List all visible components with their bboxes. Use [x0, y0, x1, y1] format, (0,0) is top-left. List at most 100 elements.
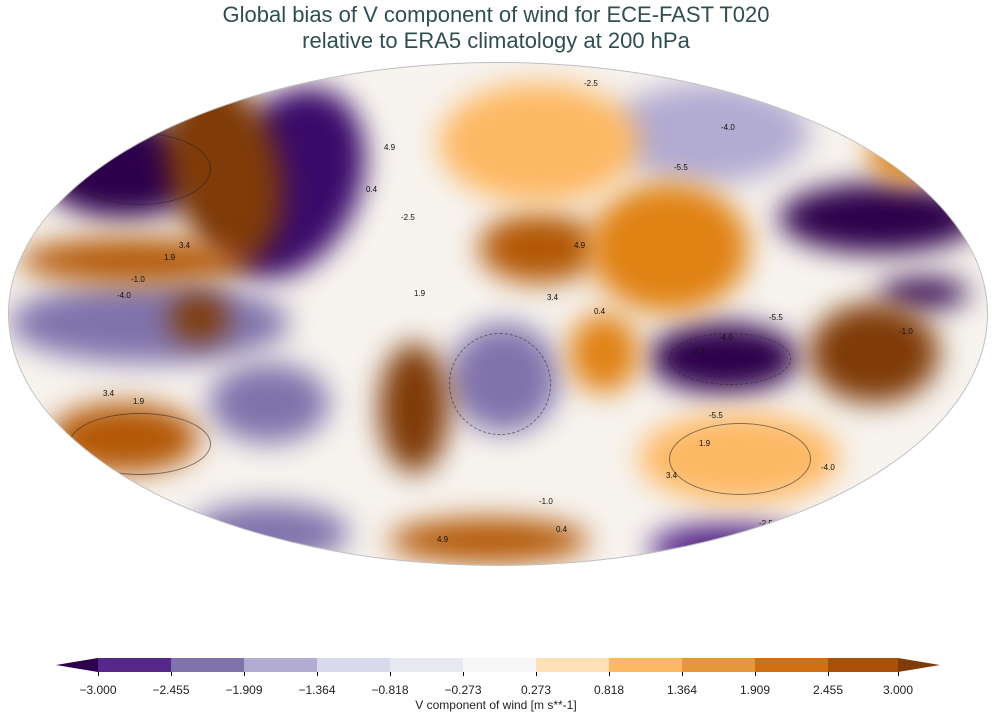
- contour-label: -2.5: [584, 79, 598, 88]
- colorbar-extend-min: [56, 658, 98, 672]
- contour-label: -5.5: [674, 163, 688, 172]
- contour-label: -2.5: [196, 537, 210, 546]
- contour-label: -1.0: [131, 275, 145, 284]
- colorbar-segment: [682, 658, 755, 672]
- colorbar-tick-label: −0.818: [371, 683, 409, 697]
- contour-label: -4.0: [721, 123, 735, 132]
- contour-label: -1.0: [539, 497, 553, 506]
- contour-label: 4.9: [574, 241, 586, 250]
- neg-bias-tropical-pacific: [9, 283, 289, 363]
- colorbar-tick-label: 1.909: [739, 683, 771, 697]
- colorbar-tick: [463, 672, 464, 676]
- colorbar-tick: [755, 672, 756, 676]
- contour-label: 3.4: [666, 471, 678, 480]
- contour-line: [449, 333, 551, 435]
- colorbar-tick: [171, 672, 172, 676]
- contour-label: 4.9: [437, 535, 449, 544]
- colorbar-segment: [244, 658, 317, 672]
- colorbar-tick-label: −3.000: [79, 683, 117, 697]
- colorbar-segment: [171, 658, 244, 672]
- contour-label: 0.4: [594, 307, 606, 316]
- colorbar-tick-label: 2.455: [812, 683, 844, 697]
- chart-title-line2: relative to ERA5 climatology at 200 hPa: [302, 28, 690, 53]
- colorbar-tick: [828, 672, 829, 676]
- contour-label: 0.4: [699, 65, 711, 74]
- pos-bias-kamchatka: [869, 123, 939, 183]
- colorbar-tick-label: 1.364: [666, 683, 698, 697]
- contour-label: 3.4: [103, 389, 115, 398]
- colorbar-tick: [536, 672, 537, 676]
- neg-bias-pacific-mid: [879, 278, 969, 308]
- colorbar-extend-max: [898, 658, 940, 672]
- chart-title-line1: Global bias of V component of wind for E…: [222, 2, 770, 27]
- contour-label: 0.4: [366, 185, 378, 194]
- colorbar-tick-label: −2.455: [152, 683, 190, 697]
- colorbar-tick-label: −0.273: [444, 683, 482, 697]
- pos-bias-sahara: [479, 213, 599, 283]
- contour-label: 1.9: [164, 253, 176, 262]
- pos-bias-south-asia: [589, 183, 749, 313]
- colorbar-tick: [898, 672, 899, 676]
- contour-label: -5.5: [222, 551, 236, 560]
- bias-map: -1.0 0.4 -2.5 1.9 -4.0 4.9 -5.5 3.4 0.4 …: [8, 62, 988, 566]
- contour-label: 1.9: [133, 397, 145, 406]
- neg-bias-south-pacific: [209, 363, 329, 443]
- contour-label: 1.9: [414, 289, 426, 298]
- colorbar-tick: [609, 672, 610, 676]
- colorbar-tick-label: 0.818: [593, 683, 625, 697]
- colorbar: [56, 658, 940, 676]
- neg-bias-southern-ocean-west: [189, 503, 349, 563]
- colorbar-tick-label: −1.909: [225, 683, 263, 697]
- colorbar-tick: [682, 672, 683, 676]
- colorbar-segment: [609, 658, 682, 672]
- contour-line: [69, 413, 211, 475]
- contour-label: -5.5: [769, 313, 783, 322]
- pos-bias-europe: [439, 83, 639, 203]
- pos-bias-east-africa: [569, 313, 639, 393]
- contour-label: 1.9: [699, 439, 711, 448]
- colorbar-segment: [390, 658, 463, 672]
- colorbar-segment: [463, 658, 536, 672]
- pos-bias-antarctic-atlantic: [389, 518, 589, 563]
- contour-line: [69, 133, 211, 205]
- contour-line: [669, 333, 791, 385]
- colorbar-segment: [98, 658, 171, 672]
- contour-label: -1.0: [314, 65, 328, 74]
- neg-bias-southern-ocean-east: [649, 523, 809, 565]
- colorbar-segment: [536, 658, 609, 672]
- contour-label: -4.0: [821, 463, 835, 472]
- contour-label: 3.4: [179, 241, 191, 250]
- contour-label: -4.0: [117, 291, 131, 300]
- colorbar-tick-label: 0.273: [520, 683, 552, 697]
- contour-label: 1.9: [139, 497, 151, 506]
- contour-label: -1.0: [899, 327, 913, 336]
- neg-bias-siberia: [609, 83, 809, 183]
- contour-label: -5.5: [709, 411, 723, 420]
- contour-label: 1.9: [821, 107, 833, 116]
- colorbar-segment: [317, 658, 390, 672]
- map-panel: -1.0 0.4 -2.5 1.9 -4.0 4.9 -5.5 3.4 0.4 …: [8, 62, 992, 566]
- contour-label: -4.0: [227, 541, 241, 550]
- contour-label: -4.0: [719, 333, 733, 342]
- colorbar-segment: [755, 658, 828, 672]
- colorbar-label: V component of wind [m s**-1]: [415, 698, 577, 712]
- contour-label: 0.4: [556, 525, 568, 534]
- colorbar-tick: [98, 672, 99, 676]
- colorbar-segment: [828, 658, 898, 672]
- contour-label: 4.9: [384, 143, 396, 152]
- contour-line: [669, 423, 811, 495]
- pos-bias-north-pacific-band: [19, 238, 249, 283]
- contour-label: 3.4: [547, 293, 559, 302]
- pos-bias-south-america-east: [379, 343, 449, 473]
- colorbar-tick-label: −1.364: [298, 683, 336, 697]
- contour-label: -2.5: [759, 519, 773, 528]
- contour-label: -2.5: [401, 213, 415, 222]
- contour-label: -1.0: [183, 527, 197, 536]
- contour-label: -2.5: [691, 347, 705, 356]
- colorbar-tick: [244, 672, 245, 676]
- colorbar-tick: [390, 672, 391, 676]
- neg-bias-east-asia: [779, 183, 979, 253]
- pos-bias-eastern-pacific: [169, 293, 229, 343]
- colorbar-tick: [317, 672, 318, 676]
- pos-bias-north-australia: [809, 303, 939, 403]
